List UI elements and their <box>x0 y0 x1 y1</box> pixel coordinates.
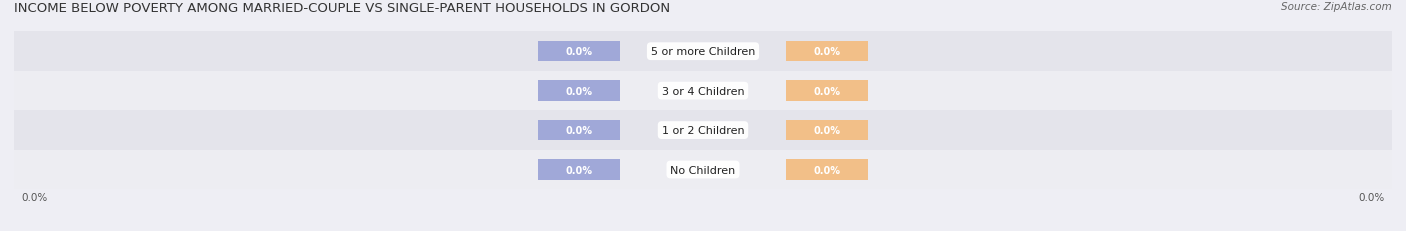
Text: 5 or more Children: 5 or more Children <box>651 47 755 57</box>
Bar <box>537 81 620 101</box>
Bar <box>786 160 869 180</box>
Text: 0.0%: 0.0% <box>814 125 841 136</box>
Bar <box>786 81 869 101</box>
Text: 0.0%: 0.0% <box>565 125 592 136</box>
Bar <box>786 42 869 62</box>
Bar <box>786 120 869 141</box>
Text: 0.0%: 0.0% <box>565 165 592 175</box>
Text: 0.0%: 0.0% <box>21 193 48 203</box>
Text: 0.0%: 0.0% <box>565 47 592 57</box>
Text: 0.0%: 0.0% <box>814 47 841 57</box>
Bar <box>14 111 1392 150</box>
Text: 0.0%: 0.0% <box>565 86 592 96</box>
Text: 0.0%: 0.0% <box>814 86 841 96</box>
Text: 1 or 2 Children: 1 or 2 Children <box>662 125 744 136</box>
Bar <box>14 150 1392 189</box>
Bar <box>14 72 1392 111</box>
Text: 3 or 4 Children: 3 or 4 Children <box>662 86 744 96</box>
Bar <box>537 160 620 180</box>
Text: 0.0%: 0.0% <box>1358 193 1385 203</box>
Text: INCOME BELOW POVERTY AMONG MARRIED-COUPLE VS SINGLE-PARENT HOUSEHOLDS IN GORDON: INCOME BELOW POVERTY AMONG MARRIED-COUPL… <box>14 2 671 15</box>
Bar <box>537 120 620 141</box>
Text: Source: ZipAtlas.com: Source: ZipAtlas.com <box>1281 2 1392 12</box>
Text: 0.0%: 0.0% <box>814 165 841 175</box>
Text: No Children: No Children <box>671 165 735 175</box>
Bar <box>14 32 1392 72</box>
Bar <box>537 42 620 62</box>
